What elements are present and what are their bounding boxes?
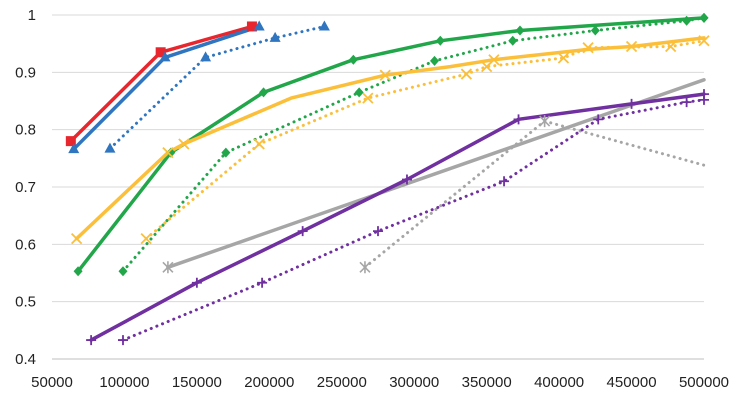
plus-marker — [297, 226, 308, 237]
diamond-marker — [682, 15, 692, 26]
x-marker — [481, 60, 493, 73]
series-markers-11 — [117, 94, 709, 346]
triangle-marker — [68, 143, 80, 154]
x-marker — [460, 68, 473, 80]
series-line-11 — [121, 98, 706, 342]
x-marker — [178, 138, 190, 150]
plus-marker — [626, 98, 637, 109]
plus-marker — [681, 97, 692, 108]
series-line-3 — [108, 25, 326, 151]
y-tick-labels: 0.4 0.5 0.6 0.7 0.8 0.9 1 — [15, 7, 36, 368]
diamond-marker — [118, 266, 128, 277]
diamond-marker — [221, 147, 231, 158]
y-tick-label: 0.8 — [15, 122, 36, 139]
series-markers — [65, 12, 710, 346]
diamond-marker — [259, 87, 269, 98]
series-markers-7 — [140, 35, 710, 245]
series-lines — [69, 16, 706, 342]
x-tick-label: 150000 — [172, 374, 222, 391]
series-line-5 — [121, 16, 706, 273]
diamond-marker — [435, 35, 445, 46]
x-tick-label: 50000 — [31, 374, 73, 391]
y-tick-label: 0.6 — [15, 236, 36, 253]
series-markers-9 — [359, 115, 551, 274]
triangle-marker — [200, 51, 212, 62]
x-marker — [70, 232, 83, 245]
x-tick-label: 350000 — [462, 374, 512, 391]
diamond-marker — [354, 87, 364, 98]
x-marker — [162, 146, 174, 159]
diamond-marker — [430, 55, 440, 66]
triangle-marker — [318, 20, 330, 31]
plus-marker — [373, 226, 383, 237]
series-markers-10 — [86, 89, 709, 346]
plus-marker — [191, 277, 202, 288]
x-marker — [379, 69, 391, 81]
series-line-2 — [71, 24, 261, 151]
diamond-marker — [590, 25, 600, 36]
x-marker — [140, 232, 152, 245]
square-marker — [65, 136, 76, 147]
x-marker — [362, 92, 374, 104]
x-marker — [557, 52, 570, 64]
plus-marker — [117, 335, 128, 346]
plus-marker — [401, 174, 412, 185]
x-tick-label: 100000 — [99, 374, 149, 391]
square-marker — [246, 21, 257, 32]
diamond-marker — [166, 147, 176, 158]
square-marker — [155, 47, 166, 58]
star-marker — [539, 115, 551, 128]
star-marker — [162, 261, 174, 274]
x-tick-label: 450000 — [607, 374, 657, 391]
y-tick-label: 0.5 — [15, 294, 36, 311]
plus-marker — [499, 176, 510, 187]
x-tick-label: 250000 — [317, 374, 367, 391]
diamond-marker — [699, 12, 709, 23]
series-line-6 — [74, 36, 706, 241]
series-line-9 — [363, 119, 706, 269]
diamond-marker — [515, 25, 525, 36]
x-marker — [253, 138, 265, 150]
triangle-marker — [104, 142, 116, 153]
series-markers-8 — [162, 261, 174, 274]
x-tick-label: 500000 — [679, 374, 729, 391]
x-tick-label: 200000 — [244, 374, 294, 391]
y-tick-label: 1 — [28, 7, 36, 24]
plus-marker — [513, 114, 524, 125]
plus-marker — [593, 114, 604, 125]
plus-marker — [86, 335, 97, 346]
triangle-marker — [269, 31, 281, 42]
x-tick-label: 300000 — [389, 374, 439, 391]
diamond-marker — [73, 266, 83, 277]
triangle-marker — [159, 51, 171, 62]
series-markers-5 — [118, 12, 709, 277]
series-line-8 — [166, 78, 706, 270]
x-marker — [698, 35, 710, 47]
series-markers-3 — [104, 20, 330, 153]
x-marker — [665, 40, 677, 53]
diamond-marker — [508, 35, 518, 46]
x-tick-labels: 50000 100000 150000 200000 250000 300000 35000… — [31, 374, 729, 391]
y-tick-label: 0.9 — [15, 64, 36, 81]
plus-marker — [699, 94, 709, 105]
triangle-marker — [253, 20, 265, 31]
x-marker — [582, 42, 594, 54]
y-tick-label: 0.7 — [15, 179, 36, 196]
diamond-marker — [348, 54, 358, 65]
star-marker — [359, 261, 371, 274]
series-markers-1 — [65, 21, 257, 147]
x-tick-label: 400000 — [534, 374, 584, 391]
series-markers-2 — [68, 20, 265, 154]
y-tick-label: 0.4 — [15, 351, 36, 368]
plus-marker — [257, 277, 268, 288]
series-line-10 — [89, 92, 706, 342]
x-marker — [625, 40, 638, 53]
